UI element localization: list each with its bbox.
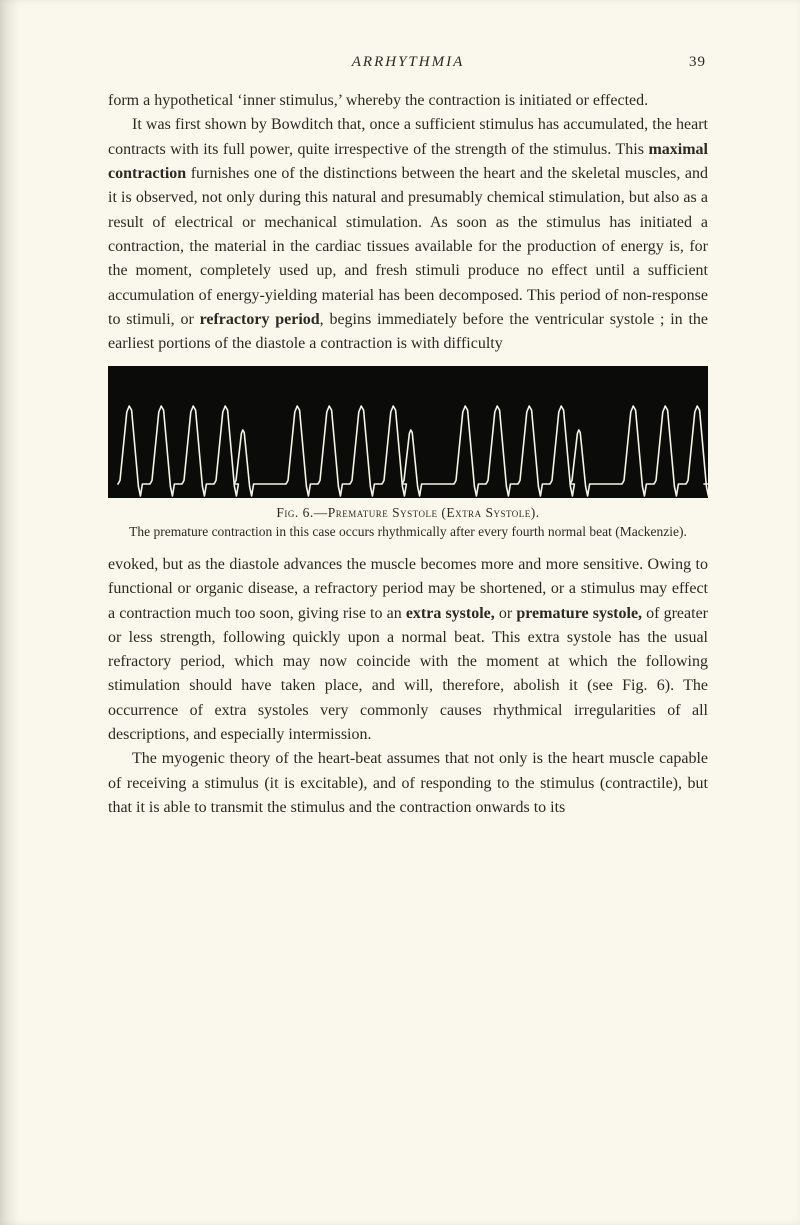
running-header: ARRHYTHMIA 39	[108, 54, 708, 71]
p3-term-premature-systole: premature systole,	[516, 605, 642, 622]
p3-run-c: of greater or less strength, following q…	[108, 605, 708, 744]
p2-term-refractory-period: refractory period	[200, 311, 320, 328]
figure-title: —Premature Systole (Extra Systole).	[314, 505, 540, 520]
binding-shadow	[0, 0, 20, 1225]
body-text: form a hypothetical ‘inner stimulus,’ wh…	[108, 89, 708, 356]
p3-run-b: or	[495, 605, 517, 622]
paragraph-2: It was first shown by Bowditch that, onc…	[108, 113, 708, 356]
paragraph-3: evoked, but as the diastole advances the…	[108, 553, 708, 748]
figure-caption-body: The premature contraction in this case o…	[129, 524, 687, 539]
figure-6	[108, 366, 708, 498]
figure-6-caption: Fig. 6.—Premature Systole (Extra Systole…	[108, 504, 708, 540]
p2-run-b: furnishes one of the distinctions betwee…	[108, 165, 708, 328]
page: ARRHYTHMIA 39 form a hypothetical ‘inner…	[0, 0, 800, 1225]
paragraph-1: form a hypothetical ‘inner stimulus,’ wh…	[108, 89, 708, 113]
p3-term-extra-systole: extra systole,	[406, 605, 495, 622]
running-title: ARRHYTHMIA	[140, 54, 676, 71]
paragraph-4: The myogenic theory of the heart-beat as…	[108, 747, 708, 820]
figure-6-tracing	[108, 366, 708, 498]
p2-run-a: It was first shown by Bowditch that, onc…	[108, 116, 708, 157]
page-number: 39	[676, 54, 706, 71]
figure-number: Fig. 6.	[276, 505, 313, 520]
body-text-continued: evoked, but as the diastole advances the…	[108, 553, 708, 820]
